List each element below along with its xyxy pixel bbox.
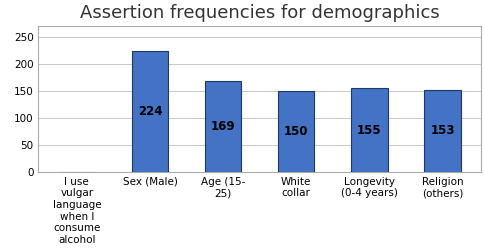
Bar (424, 90, 460, 172)
Bar (132, 51, 168, 172)
Bar (277, 91, 314, 172)
Text: 150: 150 (283, 125, 308, 138)
Bar (350, 88, 387, 172)
Text: 155: 155 (356, 124, 381, 137)
Text: 169: 169 (211, 120, 235, 133)
Title: Assertion frequencies for demographics: Assertion frequencies for demographics (79, 4, 439, 22)
Text: 224: 224 (137, 105, 162, 118)
Bar (204, 81, 241, 172)
Text: 153: 153 (429, 124, 454, 137)
